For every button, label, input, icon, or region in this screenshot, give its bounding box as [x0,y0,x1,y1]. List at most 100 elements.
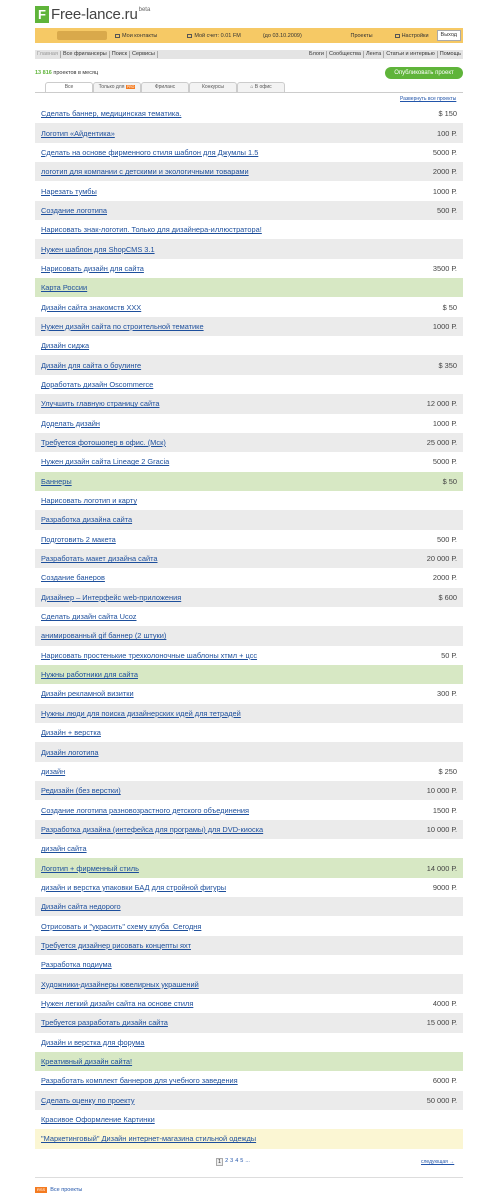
page-link[interactable]: 4 [235,1158,239,1164]
nav-articles[interactable]: Статьи и интервью [384,51,438,58]
wallet-icon [187,33,193,38]
nav-communities[interactable]: Сообщества [327,51,364,58]
project-title-link[interactable]: дизайн [41,766,66,776]
tab-office[interactable]: ⌂ В офис [237,82,285,92]
project-title-link[interactable]: Красивое Оформление Картинки [41,1115,155,1125]
project-title-link[interactable]: Баннеры [41,476,72,486]
project-title-link[interactable]: анимированный gif баннер (2 штуки) [41,631,167,641]
project-title-link[interactable]: Дизайн для сайта о боулинге [41,360,142,370]
project-title-link[interactable]: Редизайн (без верстки) [41,786,121,796]
next-page-link[interactable]: следующая → [421,1159,455,1165]
project-title-link[interactable]: Нужен шаблон для ShopCMS 3.1 [41,244,155,254]
project-title-link[interactable]: Нужен дизайн сайта по строительной темат… [41,321,204,331]
username-block[interactable] [57,31,107,40]
project-title-link[interactable]: Требуется дизайнер рисовать концепты яхт [41,940,191,950]
project-title-link[interactable]: Дизайн сайта знакомств XXX [41,302,142,312]
project-title-link[interactable]: Нужны люди для поиска дизайнерских идей … [41,708,241,718]
project-title-link[interactable]: Нарезать тумбы [41,186,97,196]
nav-freelancers[interactable]: Все фрилансеры [61,51,110,58]
page-link[interactable]: ... [245,1158,250,1164]
project-title-link[interactable]: Дизайн сайта недорого [41,902,121,912]
project-title-link[interactable]: Нужен дизайн сайта Lineage 2 Gracia [41,457,170,467]
project-title-link[interactable]: Нарисовать знак-логотип. Только для диза… [41,225,262,235]
project-title-link[interactable]: Дизайн и верстка для форума [41,1037,145,1047]
page-link[interactable]: 5 [240,1158,244,1164]
project-title-link[interactable]: Разработать комплект баннеров для учебно… [41,1076,238,1086]
project-title-link[interactable]: Отрисовать и "украсить" схему клуба_Сего… [41,921,202,931]
nav-blogs[interactable]: Блоги [307,51,327,58]
project-title-link[interactable]: Разработать макет дизайна сайта [41,554,158,564]
project-title-link[interactable]: дизайн сайта [41,844,87,854]
project-row: "Маркетинговый" Дизайн интернет-магазина… [35,1129,463,1149]
projects-link[interactable]: Проекты [350,32,373,39]
project-title-link[interactable]: Создание логотипа разновозрастного детск… [41,805,250,815]
project-title-link[interactable]: Карта России [41,283,88,293]
project-title-link[interactable]: Разработка дизайна сайта [41,515,133,525]
nav-home[interactable]: Главная [35,51,61,58]
project-title-link[interactable]: Сделать на основе фирменного стиля шабло… [41,147,259,157]
project-title-link[interactable]: Художники-дизайнеры ювелирных украшений [41,979,199,989]
settings-link[interactable]: Настройки [394,33,429,39]
project-price: 50 Р. [441,650,457,660]
project-title-link[interactable]: Нарисовать логотип и карту [41,496,138,506]
contacts-link[interactable]: Мои контакты [115,33,157,39]
page-link[interactable]: 2 [225,1158,229,1164]
project-title-link[interactable]: Создание банеров [41,573,105,583]
project-title-link[interactable]: логотип для компании с детскими и эколог… [41,167,249,177]
publish-project-button[interactable]: Опубликовать проект [385,67,463,79]
nav-feed[interactable]: Лента [364,51,385,58]
project-row: Создание логотипа 500 Р. [35,200,463,221]
page-link[interactable]: 3 [230,1158,234,1164]
logout-button[interactable]: Выход [436,30,461,41]
tab-all[interactable]: Все [45,82,93,92]
project-title-link[interactable]: Подготовить 2 макета [41,534,116,544]
rss-label: Все проекты [50,1187,83,1193]
project-price: 6000 Р. [432,1076,457,1086]
project-title-link[interactable]: Сделать баннер, медицинская тематика. [41,109,182,119]
tab-contests[interactable]: Конкурсы [189,82,237,92]
nav-help[interactable]: Помощь [439,51,461,57]
nav-search[interactable]: Поиск [110,51,130,58]
project-row: Дизайнер – Интерфейс web-приложения $ 600 [35,587,463,607]
project-title-link[interactable]: "Маркетинговый" Дизайн интернет-магазина… [41,1134,257,1144]
project-row: Дизайн для сайта о боулинге $ 350 [35,355,463,375]
project-title-link[interactable]: Дизайн рекламной визитки [41,689,134,699]
project-row: Требуется разработать дизайн сайта 15 000… [35,1013,463,1033]
site-logo[interactable]: F Free-lance.ru beta [35,6,150,24]
tab-pro-only[interactable]: Только для PRO [93,82,141,92]
project-title-link[interactable]: Нужны работники для сайта [41,670,138,680]
project-title-link[interactable]: дизайн и верстка упаковки БАД для стройн… [41,882,227,892]
project-title-link[interactable]: Доработать дизайн Oscommerce [41,379,154,389]
project-title-link[interactable]: Доделать дизайн [41,418,100,428]
project-title-link[interactable]: Сделать оценку по проекту [41,1095,135,1105]
project-title-link[interactable]: Нарисовать простенькие трехколоночные ша… [41,650,258,660]
project-title-link[interactable]: Разработка подиума [41,960,112,970]
project-title-link[interactable]: Логотип + фирменный стиль [41,863,139,873]
project-row: Логотип + фирменный стиль 14 000 Р. [35,858,463,878]
project-title-link[interactable]: Сделать дизайн сайта Ucoz [41,612,137,622]
project-title-link[interactable]: Дизайн логотипа [41,747,99,757]
project-title-link[interactable]: Дизайнер – Интерфейс web-приложения [41,592,182,602]
rss-link[interactable]: RSS Все проекты [35,1187,82,1193]
project-title-link[interactable]: Требуется разработать дизайн сайта [41,1018,168,1028]
expand-all-link[interactable]: Развернуть все проекты [400,96,457,102]
project-title-link[interactable]: Требуется фотошопер в офис. (Мск) [41,438,166,448]
project-title-link[interactable]: Нарисовать дизайн для сайта [41,263,144,273]
project-row: дизайн сайта [35,839,463,859]
project-title-link[interactable]: Дизайн + верстка [41,728,101,738]
project-price: 3500 Р. [432,263,457,273]
project-title-link[interactable]: Разработка дизайна (интефейса для програ… [41,824,264,834]
project-title-link[interactable]: Нужен легкий дизайн сайта на основе стил… [41,998,194,1008]
tab-freelance[interactable]: Фриланс [141,82,189,92]
project-title-link[interactable]: Создание логотипа [41,205,107,215]
project-title-link[interactable]: Логотип «Айдентика» [41,128,115,138]
office-icon: ⌂ [250,84,255,90]
project-title-link[interactable]: Креативный дизайн сайта! [41,1057,133,1067]
project-price: 50 000 Р. [426,1095,457,1105]
project-title-link[interactable]: Дизайн сиджа [41,341,90,351]
settings-icon [394,33,400,38]
project-price: 1000 Р. [432,186,457,196]
project-title-link[interactable]: Улучшить главную страницу сайта [41,399,160,409]
account-link[interactable]: Мой счет: 0.01 FM [187,33,241,39]
nav-services[interactable]: Сервисы [130,51,158,58]
